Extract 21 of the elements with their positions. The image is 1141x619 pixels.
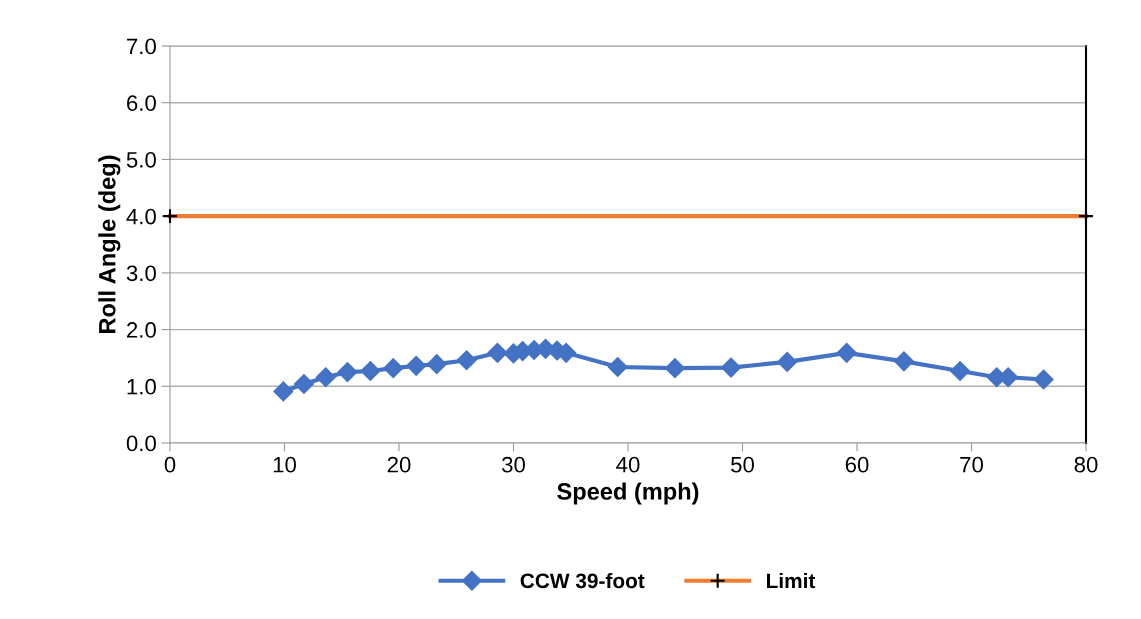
- y-tick-label: 1.0: [127, 378, 156, 395]
- x-tick-label: 20: [387, 456, 411, 473]
- legend-label: Limit: [767, 572, 816, 589]
- y-tick-label: 6.0: [127, 95, 156, 111]
- x-tick-label: 10: [273, 456, 296, 473]
- x-tick-label: 30: [501, 456, 525, 473]
- y-tick-label: 4.0: [126, 208, 156, 225]
- y-tick-label: 7.0: [127, 38, 156, 55]
- x-tick-label: 0: [164, 456, 176, 473]
- x-tick-label: 70: [960, 456, 983, 473]
- y-tick-label: 3.0: [126, 265, 156, 282]
- x-axis-title: Speed (mph): [557, 482, 699, 505]
- y-axis-title: Roll Angle (deg): [98, 155, 121, 333]
- x-tick-label: 40: [616, 456, 640, 473]
- x-tick-label: 60: [845, 456, 869, 473]
- legend-label: CCW 39-foot: [520, 572, 645, 589]
- y-tick-label: 0.0: [126, 435, 156, 452]
- x-tick-label: 80: [1074, 456, 1098, 473]
- y-tick-label: 5.0: [126, 151, 156, 168]
- y-tick-label: 2.0: [127, 322, 156, 338]
- x-tick-label: 50: [731, 456, 754, 473]
